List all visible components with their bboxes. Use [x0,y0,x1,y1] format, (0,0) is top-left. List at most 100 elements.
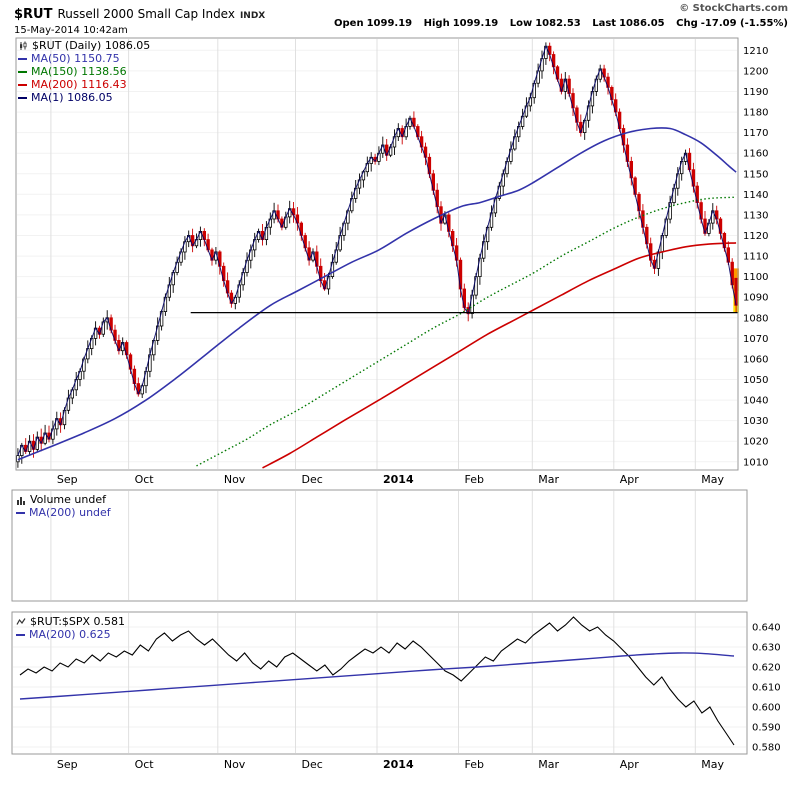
price-axis-label: 1180 [743,108,768,119]
month-label-main: May [701,473,724,486]
price-axis-label: 1080 [743,313,768,324]
ma200-line-sample [18,83,27,86]
month-label-main: Oct [135,473,155,486]
volume-ma-line-sample [16,511,25,514]
ratio-panel [19,616,735,746]
chart-header: $RUT Russell 2000 Small Cap Index INDX 15-… [14,3,788,36]
month-label-ratio: May [701,758,724,771]
price-axis-label: 1100 [743,272,768,283]
price-axis-label: 1020 [743,437,768,448]
month-label-ratio: Dec [301,758,322,771]
price-axis-label: 1040 [743,396,768,407]
open-label: Open [334,18,364,29]
ratio-axis-label: 0.600 [752,703,781,714]
month-label-main: 2014 [383,473,414,486]
exchange-tag: INDX [239,11,266,21]
month-label-main: Nov [224,473,246,486]
month-label-main: Feb [465,473,484,486]
volume-panel-border [11,489,748,602]
last-label: Last [592,18,617,29]
price-axis-label: 1160 [743,149,768,160]
ratio-axis-label: 0.610 [752,683,781,694]
month-label-ratio: Nov [224,758,246,771]
chg-label: Chg [676,18,698,29]
open-value: 1099.19 [366,18,413,29]
legend-series-label: $RUT (Daily) 1086.05 [32,39,151,52]
ma150-line-sample [18,70,27,73]
high-label: High [423,18,450,29]
chg-value: -17.09 (-1.55%) [700,18,788,29]
price-axis-label: 1090 [743,293,768,304]
month-label-ratio: Mar [538,758,559,771]
price-axis-label: 1190 [743,87,768,98]
legend-ma50-label: MA(50) 1150.75 [31,52,120,65]
ratio-panel-border [11,611,748,755]
legend-ma150-label: MA(150) 1138.56 [31,65,127,78]
legend-ma1: MA(1) 1086.05 [18,91,150,104]
price-axis-label: 1150 [743,169,768,180]
ratio-axis-label: 0.640 [752,623,781,634]
ratio-legend: $RUT:$SPX 0.581 MA(200) 0.625 [16,615,125,641]
ratio-axis-label: 0.590 [752,723,781,734]
stockcharts-copyright-link[interactable]: © StockCharts.com [679,3,788,14]
ratio-ma200-line [19,652,735,700]
price-panel-border [15,37,739,471]
month-label-ratio: Sep [57,758,78,771]
legend-ratio-label: $RUT:$SPX 0.581 [30,615,126,628]
chart-timestamp: 15-May-2014 10:42am [14,25,128,36]
month-label-main: Apr [620,473,640,486]
month-label-main: Sep [57,473,78,486]
candlestick-chart-icon [20,41,27,50]
price-axis-label: 1060 [743,354,768,365]
last-value: 1086.05 [619,18,665,29]
legend-ma150: MA(150) 1138.56 [18,65,150,78]
price-axis-label: 1210 [743,46,768,57]
price-axis-label: 1170 [743,128,768,139]
legend-ratio-row: $RUT:$SPX 0.581 [16,615,125,628]
legend-series-row: $RUT (Daily) 1086.05 [18,39,150,52]
histogram-icon [17,496,25,505]
low-value: 1082.53 [535,18,581,29]
month-label-ratio: Feb [465,758,484,771]
ratio-line [19,616,735,746]
low-label: Low [509,18,533,29]
price-axis-label: 1070 [743,334,768,345]
legend-ma50: MA(50) 1150.75 [18,52,150,65]
ma1-line-sample [18,96,27,99]
legend-ma200-label: MA(200) 1116.43 [31,78,127,91]
month-label-ratio: 2014 [383,758,414,771]
ma50-line-sample [18,57,27,60]
gridlines [13,39,746,753]
ma1-line [17,44,737,456]
ratio-axis-label: 0.620 [752,663,781,674]
month-label-ratio: Oct [135,758,155,771]
legend-vol-ma-label: MA(200) undef [29,506,111,519]
ratio-axis-label: 0.630 [752,643,781,654]
ma150-line [196,196,737,467]
price-axis-label: 1050 [743,375,768,386]
month-label-ratio: Apr [620,758,640,771]
ticker-symbol: $RUT [14,7,53,22]
month-label-main: Mar [538,473,559,486]
legend-ma200: MA(200) 1116.43 [18,78,150,91]
axes: 1210 1200 1190 1180 1170 1160 1150 1140 1130 1120… [11,37,781,771]
ratio-ma-line-sample [16,633,25,636]
index-name: Russell 2000 Small Cap Index [57,7,235,21]
main-chart-legend: $RUT (Daily) 1086.05 MA(50) 1150.75 MA(1… [18,39,150,104]
ratio-axis-label: 0.580 [752,743,781,754]
legend-vol-ma: MA(200) undef [16,506,111,519]
price-axis-label: 1010 [743,457,768,468]
legend-ma1-label: MA(1) 1086.05 [31,91,113,104]
ma200-line [262,242,737,469]
price-panel [16,42,739,469]
legend-ratio-ma: MA(200) 0.625 [16,628,125,641]
price-axis-label: 1110 [743,252,768,263]
volume-legend: Volume undef MA(200) undef [16,493,111,519]
price-axis-label: 1200 [743,66,768,77]
quote-summary: Open 1099.19 High 1099.19 Low 1082.53 Last 1… [334,18,788,29]
price-axis-label: 1130 [743,210,768,221]
legend-volume-label: Volume undef [30,493,106,506]
ma50-line [17,127,737,461]
